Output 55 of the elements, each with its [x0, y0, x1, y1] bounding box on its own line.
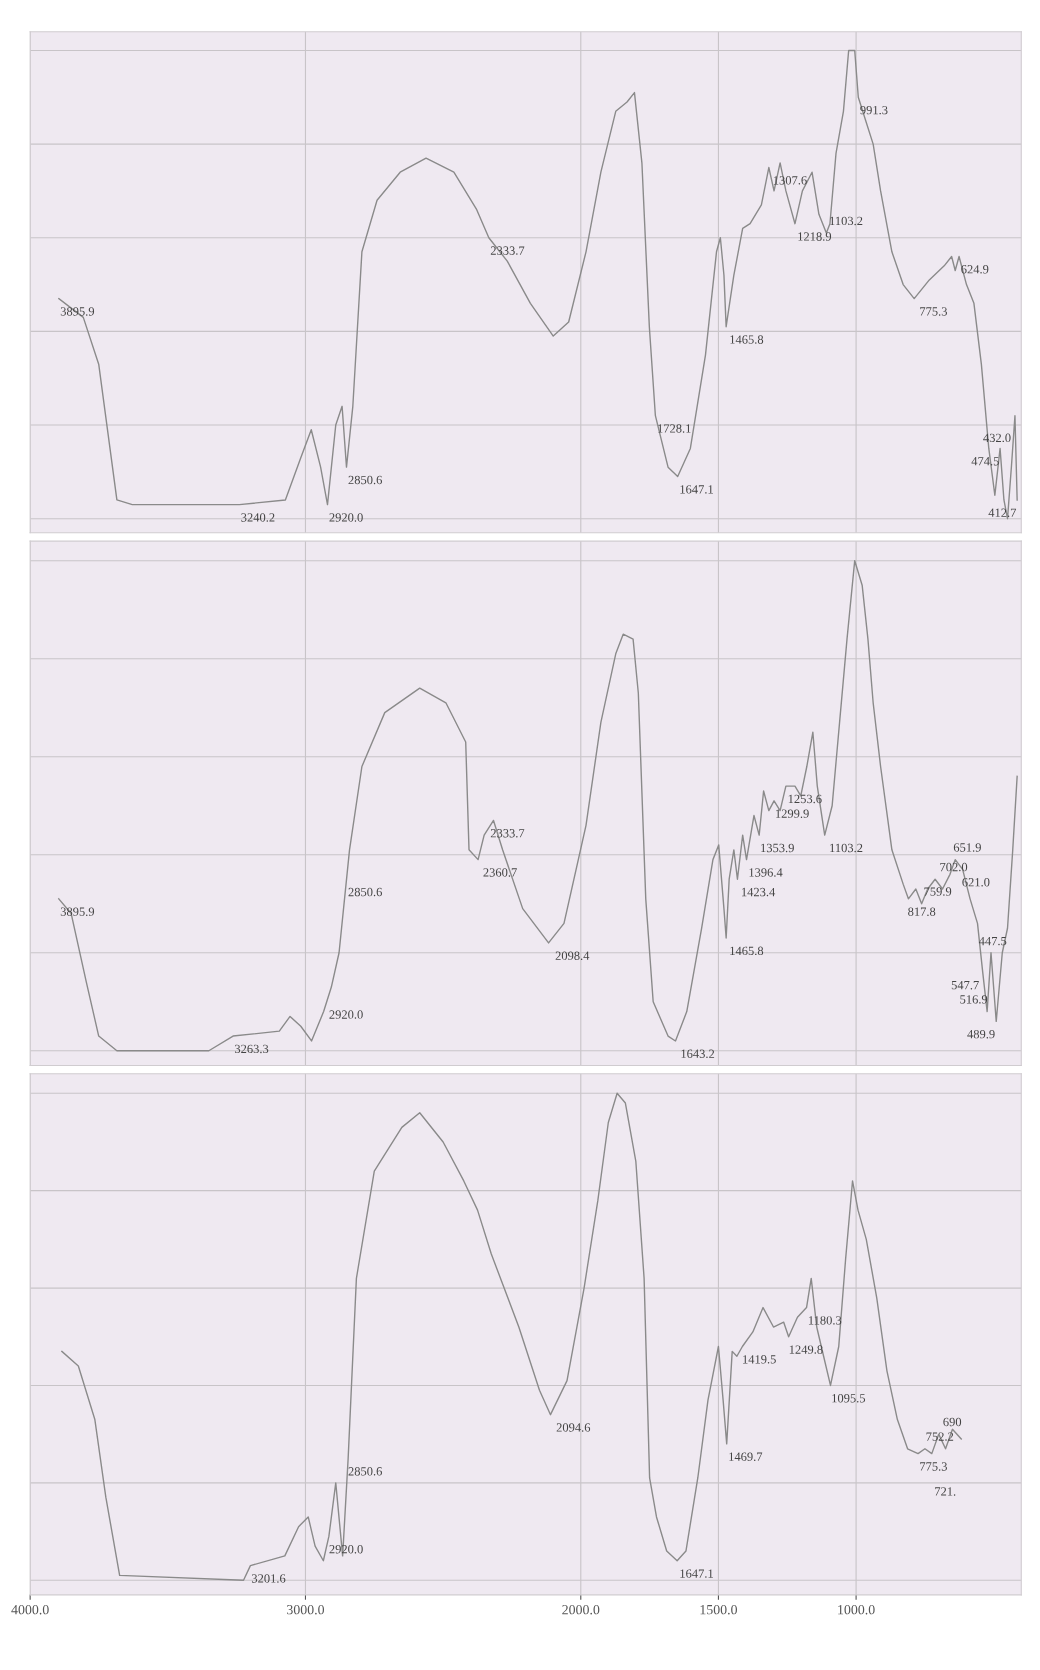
annotation: 1643.2: [681, 1049, 715, 1059]
annotation: 1103.2: [830, 843, 863, 853]
annotation: 1647.1: [680, 1569, 713, 1578]
annotation: 1465.8: [730, 946, 764, 956]
x-tick-label: 3000.0: [287, 1604, 325, 1615]
annotation: 775.3: [920, 307, 947, 316]
annotation: 3201.6: [251, 1574, 286, 1583]
x-tick-label: 1000.0: [838, 1604, 875, 1615]
annotation: 1647.1: [680, 485, 713, 494]
annotation: 1253.6: [788, 794, 822, 804]
annotation: 3895.9: [60, 907, 95, 916]
annotation: 1469.7: [729, 1452, 763, 1461]
annotation: 2850.6: [348, 887, 382, 897]
annotation: 775.3: [920, 1462, 947, 1471]
annotation: 817.8: [908, 907, 936, 916]
annotation: 991.3: [860, 105, 888, 115]
annotation: 516.9: [960, 995, 988, 1004]
x-tick-label: 1500.0: [700, 1604, 738, 1615]
annotation: 412.7: [988, 508, 1017, 518]
annotation: 624.9: [961, 265, 989, 274]
annotation: 702.0: [940, 862, 968, 872]
annotation: 2920.0: [329, 1010, 363, 1019]
annotation: 2920.0: [329, 513, 363, 522]
annotation: 2333.7: [490, 829, 525, 838]
annotation: 489.9: [967, 1029, 995, 1039]
annotation: 3263.3: [234, 1044, 269, 1054]
annotation: 1353.9: [761, 843, 794, 853]
annotation: 621.0: [962, 878, 990, 887]
annotation: 690: [943, 1417, 962, 1427]
x-tick-label: 2000.0: [562, 1604, 600, 1615]
annotation: 1423.4: [742, 887, 776, 897]
annotation: 1103.2: [830, 216, 863, 226]
annotation: 2850.6: [348, 475, 382, 485]
x-tick-label: 4000.0: [11, 1604, 49, 1615]
annotation: 1465.8: [730, 335, 764, 344]
annotation: 721.: [935, 1487, 956, 1496]
annotation: 3240.2: [241, 513, 275, 522]
annotation: 1095.5: [832, 1394, 866, 1403]
annotation: 2333.7: [490, 246, 525, 255]
annotation: 1249.8: [789, 1345, 823, 1354]
annotation: 2094.6: [556, 1423, 591, 1432]
annotation: 759.9: [924, 887, 952, 896]
annotation: 651.9: [953, 843, 981, 852]
annotation: 2098.4: [555, 951, 590, 961]
annotation: 1307.6: [773, 176, 807, 185]
annotation: 547.7: [951, 981, 979, 990]
annotation: 1396.4: [749, 868, 783, 877]
annotation: 1728.1: [658, 424, 691, 433]
annotation: 2360.7: [483, 868, 517, 877]
annotation: 1419.5: [743, 1355, 776, 1364]
annotation: 1180.3: [808, 1316, 842, 1325]
annotation: 2850.6: [348, 1467, 382, 1476]
annotation: 1299.9: [776, 809, 809, 818]
annotation: 1218.9: [798, 232, 832, 241]
annotation: 432.0: [983, 433, 1011, 443]
